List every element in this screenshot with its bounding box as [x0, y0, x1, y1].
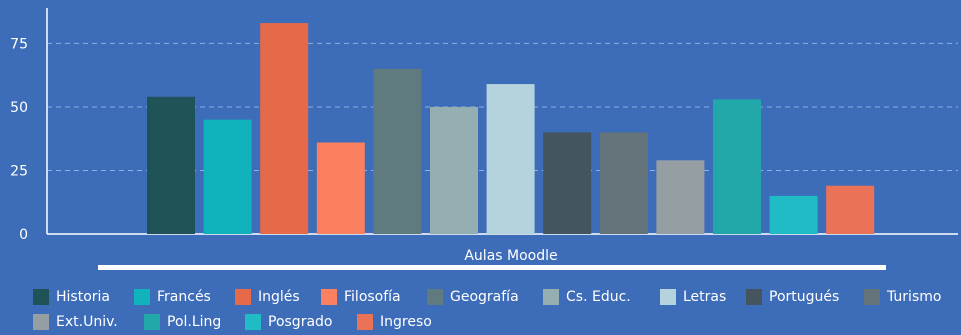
legend-swatch — [321, 289, 337, 305]
bar[interactable] — [260, 23, 309, 235]
legend-item[interactable]: Francés — [134, 287, 211, 307]
bar[interactable] — [486, 84, 535, 234]
x-axis-label: Aulas Moodle — [464, 248, 557, 264]
legend-label: Ingreso — [380, 314, 432, 330]
y-tick-label: 0 — [19, 227, 28, 243]
bar[interactable] — [147, 96, 195, 234]
legend-swatch — [134, 289, 150, 305]
y-tick-label: 75 — [10, 36, 28, 52]
bars — [147, 23, 875, 235]
bar[interactable] — [316, 142, 365, 234]
legend-item[interactable]: Ingreso — [357, 312, 432, 332]
legend-swatch — [144, 314, 160, 330]
legend-item[interactable]: Portugués — [746, 287, 839, 307]
legend-item[interactable]: Historia — [33, 287, 110, 307]
legend-label: Geografía — [450, 289, 519, 305]
legend-swatch — [660, 289, 676, 305]
legend-item[interactable]: Inglés — [235, 287, 300, 307]
legend-swatch — [746, 289, 762, 305]
legend-swatch — [543, 289, 559, 305]
legend-label: Cs. Educ. — [566, 289, 631, 305]
legend-item[interactable]: Turismo — [864, 287, 941, 307]
legend-label: Historia — [56, 289, 110, 305]
bar[interactable] — [826, 185, 875, 234]
legend-label: Turismo — [887, 289, 942, 305]
legend-label: Pol.Ling — [167, 314, 222, 330]
legend-swatch — [33, 289, 49, 305]
legend-label: Posgrado — [268, 314, 333, 330]
legend-label: Inglés — [258, 289, 300, 305]
bar[interactable] — [203, 119, 252, 234]
bar[interactable] — [769, 195, 818, 234]
gridlines — [47, 42, 958, 171]
bar[interactable] — [713, 99, 761, 234]
bar[interactable] — [543, 132, 592, 234]
legend-label: Ext.Univ. — [56, 314, 118, 330]
bar[interactable] — [430, 106, 478, 234]
legend-swatch — [235, 289, 251, 305]
legend-swatch — [864, 289, 880, 305]
y-axis-ticks: 0 25 50 75 — [10, 36, 28, 243]
bar[interactable] — [599, 132, 648, 234]
legend-label: Francés — [157, 289, 211, 305]
legend-item[interactable]: Filosofía — [321, 287, 401, 307]
bar[interactable] — [373, 68, 422, 234]
legend-label: Portugués — [769, 289, 840, 305]
legend-swatch — [427, 289, 443, 305]
bar[interactable] — [656, 160, 705, 234]
x-axis-underline — [98, 265, 886, 270]
legend-item[interactable]: Cs. Educ. — [543, 287, 631, 307]
legend-swatch — [245, 314, 261, 330]
legend-item[interactable]: Posgrado — [245, 312, 332, 332]
legend-label: Letras — [683, 289, 727, 305]
legend-label: Filosofía — [344, 289, 401, 305]
legend-item[interactable]: Pol.Ling — [144, 312, 221, 332]
legend-item[interactable]: Letras — [660, 287, 726, 307]
legend-swatch — [357, 314, 373, 330]
legend-item[interactable]: Geografía — [427, 287, 519, 307]
legend-item[interactable]: Ext.Univ. — [33, 312, 118, 332]
legend-swatch — [33, 314, 49, 330]
y-tick-label: 25 — [10, 163, 28, 179]
y-tick-label: 50 — [10, 100, 28, 116]
